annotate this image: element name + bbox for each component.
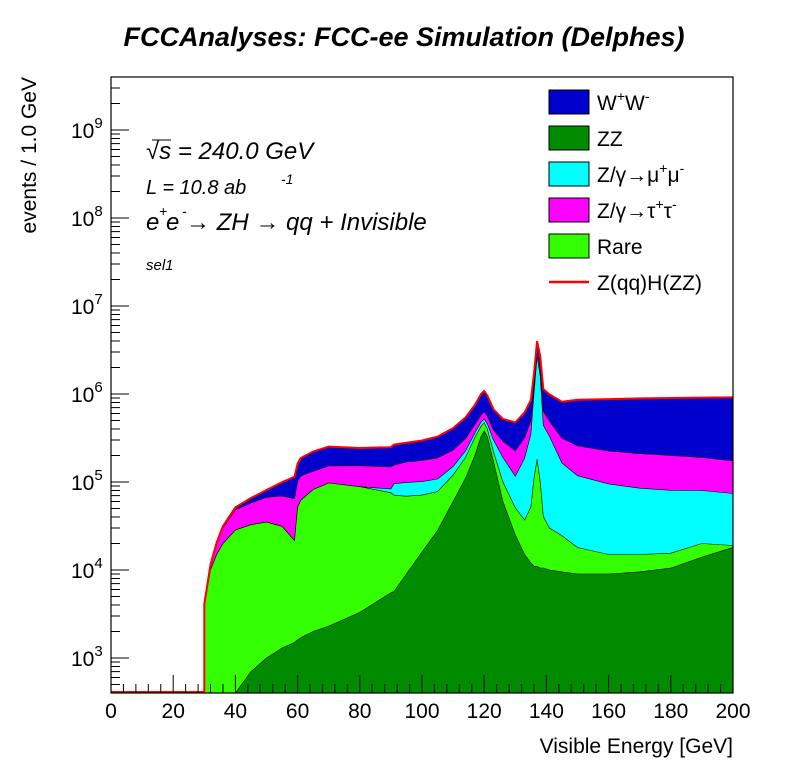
legend-entry-0-label: W+W-: [597, 88, 650, 115]
x-tick-label: 100: [404, 700, 439, 723]
legend-entry-3-swatch: [548, 197, 590, 223]
y-tick-label: 104: [71, 555, 103, 583]
annotation-luminosity-exp: -1: [281, 171, 293, 187]
plot-area: [111, 340, 733, 693]
annotation-selection: sel1: [146, 257, 174, 274]
legend-entry-5-label: Z(qq)H(ZZ): [597, 272, 702, 295]
x-tick-label: 60: [286, 700, 309, 723]
y-axis-label: events / 1.0 GeV: [18, 77, 41, 233]
legend-entry-3-label: Z/γ→τ+τ-: [597, 196, 677, 223]
x-tick-label: 180: [653, 700, 688, 723]
x-tick-label: 40: [224, 700, 247, 723]
x-tick-label: 20: [162, 700, 185, 723]
annotation-sqrt-s: √s = 240.0 GeV: [146, 138, 315, 165]
y-tick-label: 105: [71, 467, 103, 495]
legend-entry-2-swatch: [548, 161, 590, 187]
x-tick-label: 160: [591, 700, 626, 723]
axis-ticks: 0 20 40 60 80 100 120 140 160 180 200 103 104 105 106 1…: [71, 76, 751, 723]
y-tick-label: 108: [71, 203, 103, 231]
x-tick-label: 0: [105, 700, 117, 723]
legend: W+W- ZZ Z/γ→μ+μ- Z/γ→τ+τ- Rare Z(qq)H(ZZ): [548, 88, 702, 295]
chart-title: FCCAnalyses: FCC-ee Simulation (Delphes): [123, 22, 684, 52]
legend-entry-1-label: ZZ: [597, 128, 623, 151]
legend-entry-2-label: Z/γ→μ+μ-: [597, 160, 685, 187]
series-area-zz: [204, 430, 733, 693]
annotation-process: e e → ZH → qq + Invisible: [146, 209, 427, 236]
legend-entry-0-swatch: [548, 89, 590, 115]
x-tick-label: 80: [348, 700, 371, 723]
series-line-zqq-hzz: [111, 340, 733, 693]
y-tick-label: 109: [71, 115, 103, 143]
x-tick-label: 120: [467, 700, 502, 723]
y-tick-label: 107: [71, 291, 103, 319]
y-tick-label: 103: [71, 643, 103, 671]
x-tick-label: 140: [529, 700, 564, 723]
y-tick-label: 106: [71, 379, 103, 407]
legend-entry-4-swatch: [548, 233, 590, 259]
annotation-luminosity: L = 10.8 ab: [146, 177, 246, 199]
x-tick-label: 200: [715, 700, 750, 723]
annotations: √s = 240.0 GeV L = 10.8 ab -1 e e → ZH → qq…: [146, 138, 427, 274]
legend-entry-4-label: Rare: [597, 236, 643, 259]
legend-entry-1-swatch: [548, 125, 590, 151]
annotation-eplus-sup: +: [159, 203, 167, 219]
annotation-eminus-sup: -: [182, 203, 187, 219]
x-axis-label: Visible Energy [GeV]: [540, 735, 733, 758]
